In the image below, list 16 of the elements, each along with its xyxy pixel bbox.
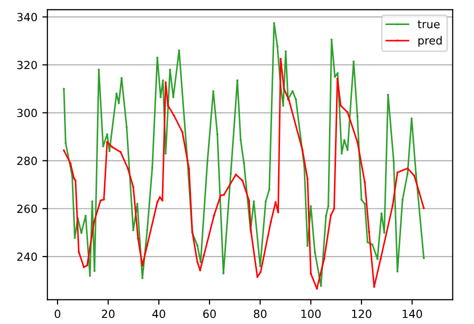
x-tick-label: 60 — [203, 310, 216, 318]
y-tick-label: 260 — [17, 204, 37, 214]
x-tick-label: 20 — [102, 310, 115, 318]
x-tick-label: 100 — [301, 310, 321, 318]
x-tick-label: 120 — [352, 310, 372, 318]
y-tick-label: 280 — [17, 156, 37, 166]
x-tick-label: 0 — [54, 310, 60, 318]
legend-label: pred — [418, 36, 442, 47]
y-tick-label: 340 — [17, 12, 37, 22]
y-tick-label: 240 — [17, 252, 37, 261]
x-tick-label: 40 — [152, 310, 166, 318]
x-tick-label: 80 — [254, 310, 266, 318]
y-tick-label: 320 — [17, 60, 37, 70]
x-tick-label: 140 — [402, 310, 422, 318]
y-tick-label: 300 — [17, 108, 37, 118]
legend-label: true — [418, 20, 440, 28]
